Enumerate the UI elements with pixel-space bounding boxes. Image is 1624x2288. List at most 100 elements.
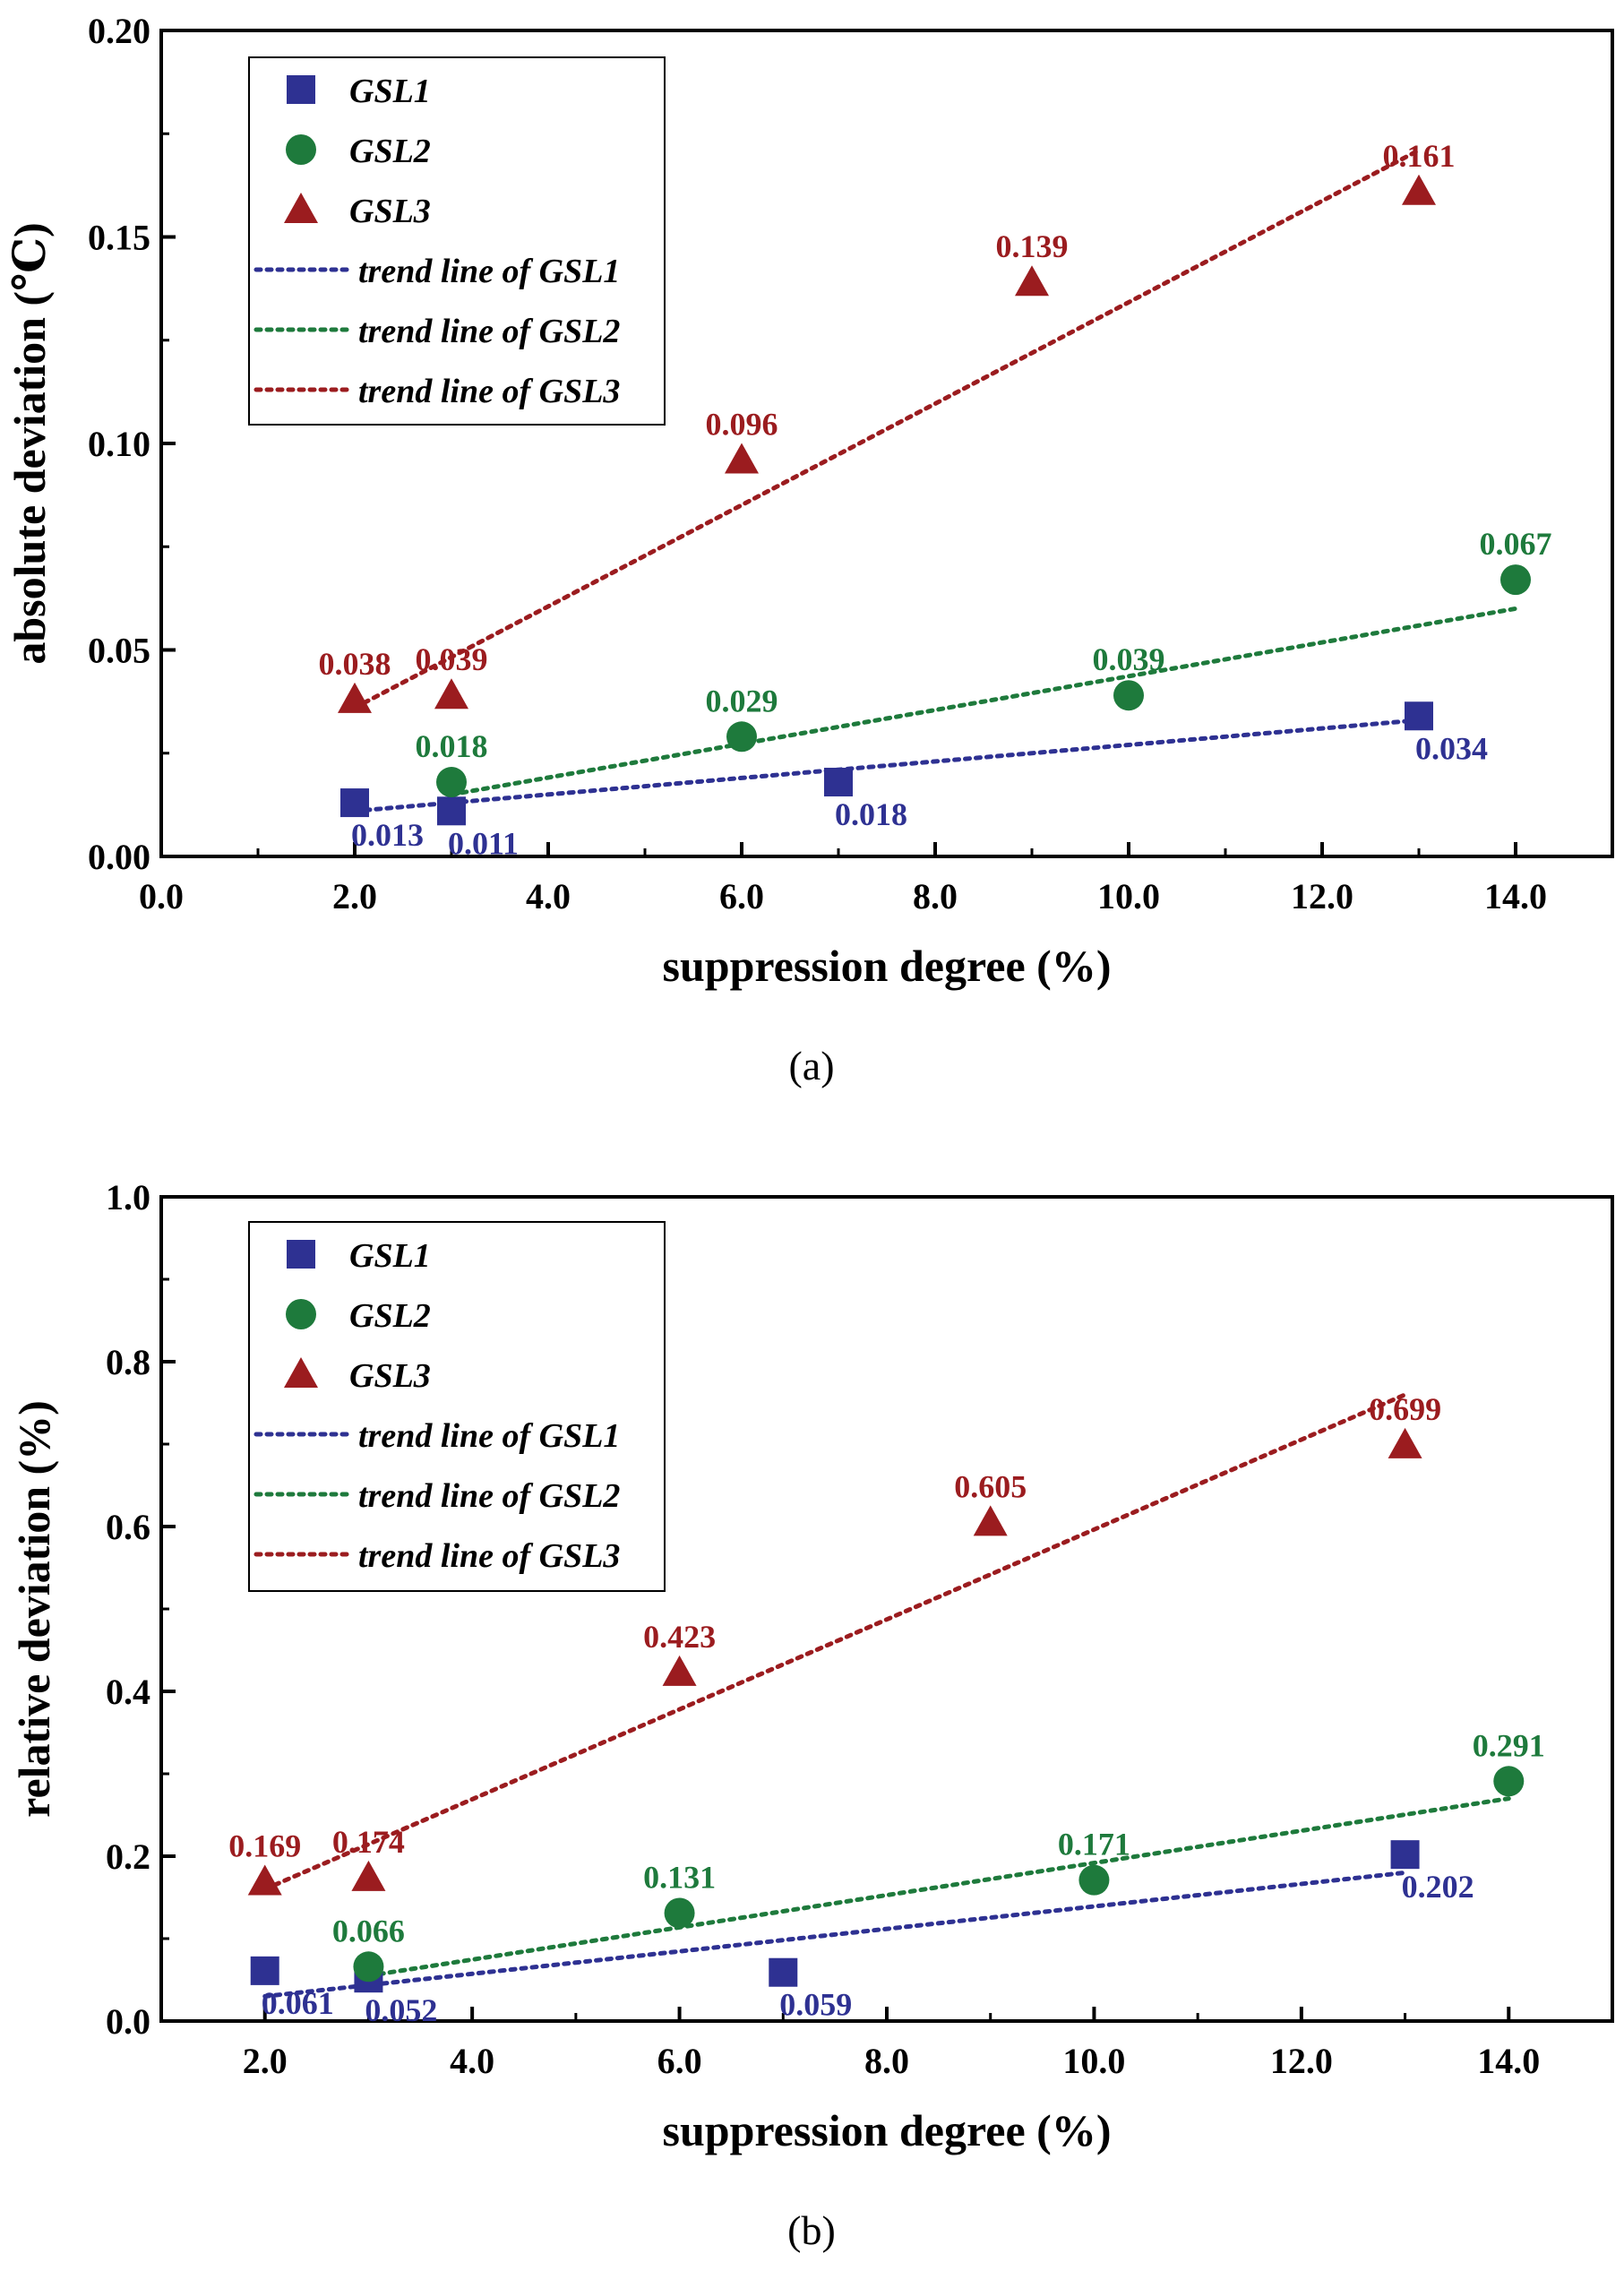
point-gsl1	[1390, 1840, 1420, 1870]
point-gsl1	[769, 1957, 798, 1987]
point-gsl2	[436, 767, 467, 798]
point-gsl2	[1113, 680, 1144, 711]
data-label-gsl3: 0.139	[996, 228, 1069, 264]
y-tick-label: 0.15	[88, 218, 150, 258]
x-tick-label: 6.0	[657, 2041, 702, 2081]
legend: GSL1 GSL2 GSL3 trend line of GSL1 trend line…	[248, 1221, 666, 1592]
y-tick-label: 0.2	[106, 1836, 150, 1877]
figure-a: 0.0 2.0 4.0 6.0 8.0 10.0 12.0 14.0 0.00 0.05 0.10 0…	[0, 0, 1624, 1120]
point-gsl3	[1388, 1427, 1422, 1458]
data-label-gsl2: 0.291	[1473, 1727, 1545, 1763]
trend-line-gsl2	[449, 606, 1518, 797]
legend-label-gsl2: GSL2	[349, 133, 431, 170]
data-label-gsl2: 0.171	[1058, 1827, 1130, 1862]
point-gsl3	[1015, 265, 1049, 297]
data-label-gsl3: 0.161	[1383, 138, 1456, 174]
x-tick-label: 10.0	[1062, 2041, 1125, 2081]
y-tick-label: 0.10	[88, 424, 150, 464]
point-gsl2	[1500, 564, 1531, 596]
trend-line-gsl1	[262, 1870, 1408, 1999]
legend-trend-label-gsl2: trend line of GSL2	[358, 313, 620, 350]
x-tick-label: 6.0	[719, 876, 764, 916]
legend-label-gsl2: GSL2	[349, 1297, 431, 1335]
x-tick-label: 8.0	[864, 2041, 909, 2081]
x-tick-label: 2.0	[243, 2041, 288, 2081]
figure-caption: (b)	[787, 2207, 836, 2253]
point-gsl3	[338, 682, 372, 713]
legend-marker-gsl3	[284, 193, 318, 223]
point-gsl3	[725, 443, 759, 474]
y-tick-label: 0.20	[88, 11, 150, 51]
data-label-gsl1: 0.052	[365, 1992, 437, 2028]
trend-line-gsl1	[352, 718, 1422, 813]
point-gsl3	[351, 1860, 386, 1891]
y-tick-label: 0.00	[88, 837, 150, 877]
x-axis-title: suppression degree (%)	[663, 2105, 1112, 2155]
y-tick-label: 0.6	[106, 1507, 150, 1547]
x-tick-label: 14.0	[1477, 2041, 1540, 2081]
data-label-gsl1: 0.059	[779, 1987, 852, 2023]
data-label-gsl2: 0.066	[332, 1913, 405, 1948]
legend-box	[248, 56, 666, 426]
x-tick-label: 0.0	[139, 876, 184, 916]
x-tick-label: 12.0	[1270, 2041, 1333, 2081]
y-axis-title: relative deviation (%)	[9, 1400, 59, 1818]
legend-trend-label-gsl1: trend line of GSL1	[358, 1417, 620, 1455]
point-gsl1	[437, 796, 466, 826]
legend-label-gsl3: GSL3	[349, 193, 431, 230]
point-gsl1	[1405, 701, 1433, 731]
legend-trend-label-gsl1: trend line of GSL1	[358, 253, 620, 290]
x-axis-title: suppression degree (%)	[663, 941, 1112, 991]
data-label-gsl2: 0.131	[643, 1859, 716, 1895]
data-label-gsl2: 0.039	[1093, 641, 1165, 677]
x-tick-label: 10.0	[1097, 876, 1160, 916]
data-label-gsl2: 0.067	[1480, 526, 1552, 562]
legend-trend-label-gsl3: trend line of GSL3	[358, 373, 620, 410]
legend-label-gsl1: GSL1	[349, 1237, 431, 1275]
data-label-gsl3: 0.038	[319, 646, 391, 682]
y-axis-title: absolute deviation (℃)	[4, 222, 55, 664]
y-tick-label: 0.05	[88, 631, 150, 671]
point-gsl1	[250, 1956, 279, 1985]
legend-marker-gsl2	[286, 134, 316, 165]
chart-a: 0.0 2.0 4.0 6.0 8.0 10.0 12.0 14.0 0.00 0.05 0.10 0…	[4, 11, 1614, 1088]
legend-marker-gsl2	[286, 1299, 316, 1329]
data-label-gsl1: 0.011	[448, 825, 519, 861]
figure-b: 2.0 4.0 6.0 8.0 10.0 12.0 14.0 0.0 0.2 0.4 0.6 0.8 1…	[0, 1165, 1624, 2284]
y-tick-label: 0.4	[106, 1672, 150, 1712]
point-gsl3	[1402, 174, 1436, 205]
data-label-gsl1: 0.018	[835, 796, 907, 832]
y-tick-label: 0.8	[106, 1342, 150, 1382]
legend-marker-gsl1	[287, 1240, 315, 1269]
point-gsl3	[434, 678, 468, 710]
point-gsl3	[662, 1655, 697, 1686]
x-tick-label: 4.0	[450, 2041, 494, 2081]
data-label-gsl3: 0.174	[332, 1824, 405, 1860]
legend-marker-gsl3	[284, 1357, 318, 1388]
trend-line-gsl3	[262, 1392, 1408, 1892]
x-tick-label: 4.0	[526, 876, 571, 916]
point-gsl3	[973, 1505, 1008, 1536]
figure-caption: (a)	[788, 1043, 834, 1088]
legend-label-gsl3: GSL3	[349, 1357, 431, 1395]
x-tick-label: 14.0	[1484, 876, 1547, 916]
point-gsl2	[1078, 1864, 1110, 1896]
data-label-gsl3: 0.423	[643, 1619, 716, 1655]
trend-line-gsl2	[365, 1796, 1511, 1978]
legend-box	[248, 1221, 666, 1592]
data-label-gsl3: 0.699	[1369, 1391, 1441, 1427]
trend-line-gsl3	[352, 148, 1422, 710]
y-tick-label: 1.0	[106, 1177, 150, 1217]
point-gsl2	[353, 1951, 384, 1983]
point-gsl1	[340, 788, 369, 818]
data-label-gsl1: 0.202	[1402, 1869, 1474, 1905]
y-tick-label: 0.0	[106, 2001, 150, 2042]
data-label-gsl2: 0.029	[706, 683, 778, 718]
data-label-gsl2: 0.018	[416, 728, 488, 764]
legend-marker-gsl1	[287, 75, 315, 104]
data-label-gsl3: 0.096	[706, 406, 778, 442]
point-gsl1	[824, 768, 853, 797]
point-gsl2	[664, 1897, 695, 1929]
data-label-gsl3: 0.605	[954, 1468, 1027, 1504]
x-tick-label: 12.0	[1291, 876, 1353, 916]
